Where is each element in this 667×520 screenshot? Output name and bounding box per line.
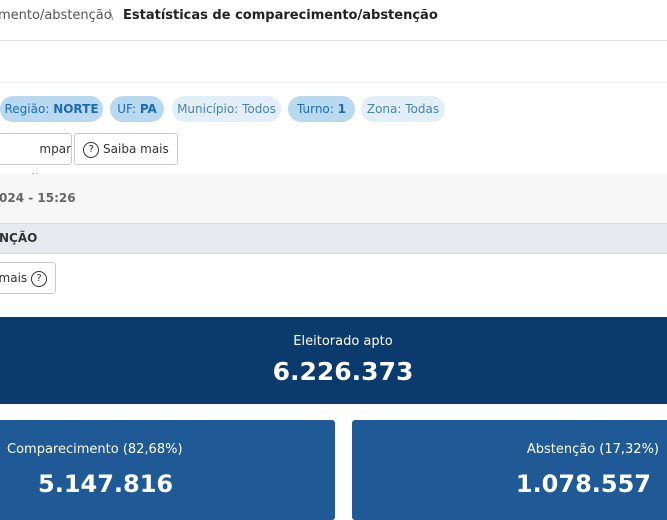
filter-chip[interactable]: Município: Todos: [172, 96, 281, 122]
card-label: Abstenção (17,32%): [526, 442, 659, 457]
filter-chip[interactable]: Zona: Todas: [361, 96, 445, 122]
breadcrumb-bar: mento/abstenção \ Estatísticas de compar…: [0, 0, 667, 41]
help-button[interactable]: ? Saiba mais: [74, 133, 178, 165]
abstention-card: Abstenção (17,32%) 1.078.557: [352, 420, 667, 520]
chip-value: 1: [337, 102, 346, 116]
update-row: 024 - 15:26: [0, 174, 667, 223]
button-label: mais: [0, 271, 28, 285]
chip-label: UF:: [117, 102, 136, 116]
chip-label: Município:: [177, 102, 239, 116]
card-value: 1.078.557: [515, 470, 651, 498]
update-text: 024 - 15:26: [0, 191, 76, 205]
summary-panel: Eleitorado apto 6.226.373: [0, 317, 667, 404]
filter-chip[interactable]: Região: NORTE: [0, 96, 103, 122]
chip-label: Região:: [4, 102, 50, 116]
section-title: NÇÃO: [0, 231, 38, 245]
chip-value: Todos: [242, 102, 276, 116]
chip-value: NORTE: [53, 102, 99, 116]
chip-label: Zona:: [366, 102, 402, 116]
breadcrumb-current: Estatísticas de comparecimento/abstenção: [123, 8, 438, 23]
card-value: 5.147.816: [38, 470, 174, 498]
breadcrumb-separator: \: [109, 8, 114, 23]
attendance-card: Comparecimento (82,68%) 5.147.816: [0, 420, 335, 520]
section-header: NÇÃO: [0, 223, 667, 254]
section-help-button[interactable]: mais ?: [0, 262, 56, 294]
summary-label: Eleitorado apto: [293, 334, 393, 349]
chip-label: Turno:: [296, 102, 334, 116]
help-icon: ?: [31, 270, 47, 287]
chip-value: PA: [139, 102, 157, 116]
card-label: Comparecimento (82,68%): [7, 442, 183, 457]
filter-chip[interactable]: UF: PA: [110, 96, 164, 122]
button-label: Saiba mais: [103, 142, 169, 156]
filter-chip[interactable]: Turno: 1: [288, 96, 355, 122]
summary-value: 6.226.373: [272, 357, 414, 386]
breadcrumb-link[interactable]: mento/abstenção: [0, 8, 112, 23]
clear-button[interactable]: mpar Filtros: [0, 133, 72, 186]
chip-value: Todas: [405, 102, 440, 116]
help-icon: ?: [83, 141, 100, 158]
